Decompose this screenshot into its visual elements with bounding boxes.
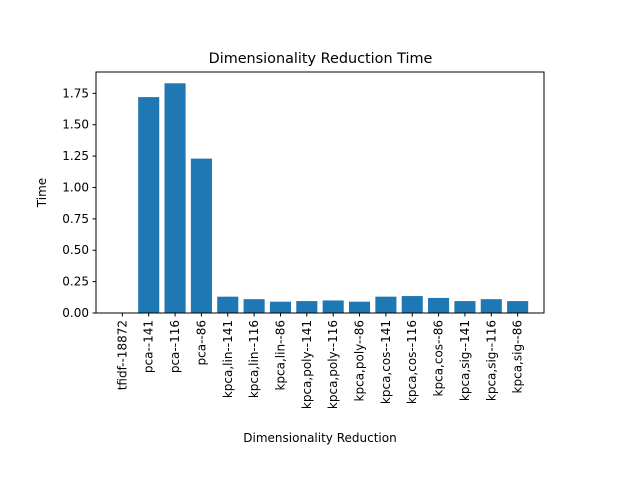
y-tick-label: 1.25 bbox=[62, 149, 89, 163]
x-tick-label: kpca,cos--86 bbox=[432, 320, 446, 396]
x-tick-label: pca--141 bbox=[142, 320, 156, 373]
bar-kpca,sig--86 bbox=[507, 301, 529, 313]
plot-frame bbox=[95, 71, 545, 314]
chart-title: Dimensionality Reduction Time bbox=[209, 51, 433, 67]
x-tick-label: pca--116 bbox=[168, 320, 182, 373]
x-tick-label: kpca,cos--116 bbox=[405, 320, 419, 404]
bar-kpca,cos--116 bbox=[401, 296, 423, 313]
y-tick-label: 0.75 bbox=[62, 212, 89, 226]
x-tick-label: kpca,cos--141 bbox=[379, 320, 393, 404]
bars-group bbox=[138, 83, 529, 313]
bar-kpca,lin--116 bbox=[243, 299, 265, 313]
bar-kpca,sig--141 bbox=[454, 301, 476, 313]
bar-kpca,lin--141 bbox=[217, 296, 239, 313]
x-tick-label: kpca,poly--86 bbox=[353, 320, 367, 401]
x-tick-label: kpca,lin--141 bbox=[221, 320, 235, 398]
y-tick-label: 0.00 bbox=[62, 306, 89, 320]
y-tick-label: 1.50 bbox=[62, 118, 89, 132]
bar-kpca,cos--86 bbox=[428, 297, 450, 313]
bar-kpca,poly--116 bbox=[322, 300, 344, 313]
x-tick-label: tfidf--18872 bbox=[115, 320, 129, 390]
x-tick-label: kpca,lin--116 bbox=[247, 320, 261, 398]
bar-kpca,poly--141 bbox=[296, 301, 318, 313]
y-axis-title: Time bbox=[35, 178, 49, 208]
y-axis-ticks: 0.00 0.25 0.50 0.75 1.00 1.25 1.50 1.75 bbox=[62, 86, 96, 320]
y-tick-label: 0.25 bbox=[62, 275, 89, 289]
x-axis-title: Dimensionality Reduction bbox=[243, 431, 396, 445]
x-tick-label: kpca,sig--86 bbox=[511, 320, 525, 393]
bar-pca--116 bbox=[164, 83, 186, 313]
y-tick-label: 1.00 bbox=[62, 180, 89, 194]
x-tick-label: kpca,lin--86 bbox=[273, 320, 287, 391]
bar-pca--141 bbox=[138, 97, 160, 313]
x-tick-label: kpca,poly--141 bbox=[300, 320, 314, 409]
bar-kpca,sig--116 bbox=[480, 299, 502, 313]
x-tick-label: kpca,poly--116 bbox=[326, 320, 340, 409]
y-tick-label: 1.75 bbox=[62, 86, 89, 100]
bar-pca--86 bbox=[190, 158, 212, 313]
bar-kpca,poly--86 bbox=[348, 301, 371, 313]
bar-kpca,cos--141 bbox=[375, 296, 397, 313]
bar-kpca,lin--86 bbox=[269, 301, 292, 313]
x-axis-ticks: tfidf--18872 pca--141 pca--116 pca--86 kpca,… bbox=[115, 313, 525, 409]
y-tick-label: 0.50 bbox=[62, 243, 89, 257]
x-tick-label: pca--86 bbox=[194, 320, 208, 366]
x-tick-label: kpca,sig--141 bbox=[458, 320, 472, 401]
x-tick-label: kpca,sig--116 bbox=[484, 320, 498, 401]
